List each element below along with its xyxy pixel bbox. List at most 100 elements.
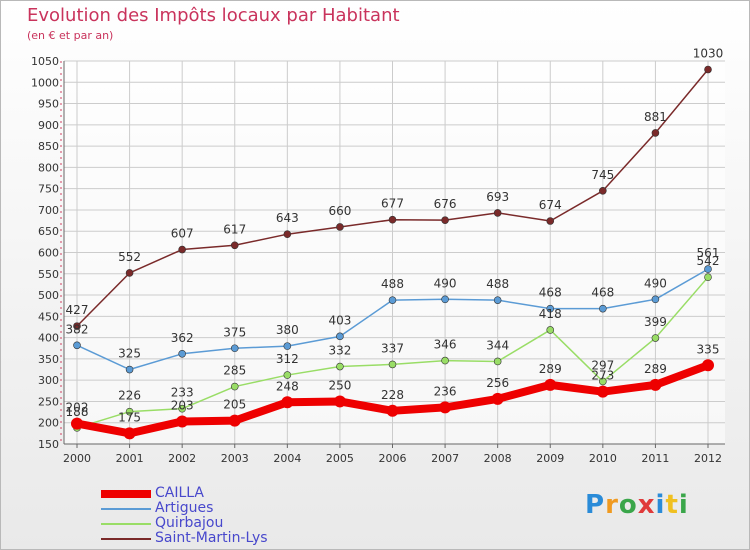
logo-letter: x (637, 490, 656, 520)
data-labels: 202 175 203 205 248 250 228 236 256 289 273 289 335 3… (66, 47, 724, 425)
data-label: 375 (223, 325, 246, 339)
data-point (702, 359, 714, 372)
data-label: 745 (591, 168, 614, 182)
data-point (71, 417, 83, 430)
x-tick-label: 2001 (116, 452, 144, 465)
data-point (493, 357, 502, 366)
y-tick-label: 700 (38, 204, 59, 217)
legend-swatch (101, 537, 151, 540)
data-label: 607 (171, 227, 194, 241)
x-tick-label: 2010 (589, 452, 617, 465)
legend-label: Quirbajou (155, 515, 224, 531)
data-label: 403 (328, 313, 351, 327)
x-tick-label: 2003 (221, 452, 249, 465)
data-label: 677 (381, 197, 404, 211)
legend-label: Saint-Martin-Lys (155, 530, 268, 546)
logo-letter: i (678, 490, 689, 520)
y-tick-label: 600 (38, 247, 59, 260)
data-point (704, 65, 712, 74)
data-label: 542 (697, 254, 720, 268)
y-tick-label: 750 (38, 183, 59, 196)
data-point (388, 360, 397, 369)
data-label: 337 (381, 341, 404, 355)
data-point (228, 414, 241, 427)
data-point (178, 245, 186, 254)
y-tick-label: 1000 (31, 76, 59, 89)
data-label: 175 (118, 410, 141, 424)
data-label: 273 (591, 369, 614, 383)
x-tick-label: 2009 (536, 452, 564, 465)
data-point (439, 401, 452, 414)
data-point (283, 342, 292, 350)
data-label: 468 (539, 286, 562, 300)
data-label: 226 (118, 389, 141, 403)
data-point (546, 304, 555, 313)
data-label: 617 (223, 222, 246, 236)
data-point (178, 404, 186, 413)
logo-letter: r (605, 490, 619, 520)
data-label: 346 (434, 338, 457, 352)
data-label: 490 (434, 276, 457, 290)
data-label: 362 (171, 331, 194, 345)
data-point (230, 344, 239, 353)
x-tick-label: 2000 (63, 452, 91, 465)
data-point (73, 341, 81, 350)
y-tick-label: 950 (38, 98, 59, 111)
logo-letter: o (618, 490, 638, 520)
data-label: 297 (591, 358, 614, 372)
data-point (230, 241, 239, 250)
y-tick-label: 350 (38, 353, 59, 366)
data-point (546, 326, 555, 334)
legend-item: Artigues (101, 501, 268, 516)
logo-letter: t (665, 490, 679, 520)
data-point (491, 392, 504, 405)
x-tick-label: 2012 (694, 452, 722, 465)
data-label: 188 (66, 405, 89, 419)
data-point (125, 269, 134, 277)
data-label: 399 (644, 315, 667, 329)
data-point (230, 382, 239, 391)
data-label: 205 (223, 398, 246, 412)
legend-item: CAILLA (101, 486, 268, 501)
logo-letter: i (655, 490, 666, 520)
y-tick-label: 150 (38, 438, 59, 451)
legend-label: CAILLA (155, 485, 204, 501)
data-label: 660 (328, 204, 351, 218)
data-label: 693 (486, 190, 509, 204)
data-label: 380 (276, 323, 299, 337)
legend: CAILLA Artigues Quirbajou Saint-Martin-Lys (101, 486, 268, 546)
series-layer (71, 65, 714, 440)
data-label: 488 (486, 277, 509, 291)
data-point (649, 378, 662, 391)
proxiti-logo: Proxiti (585, 490, 689, 520)
data-label: 382 (66, 322, 89, 336)
data-label: 488 (381, 277, 404, 291)
data-label: 643 (276, 211, 299, 225)
y-tick-label: 850 (38, 140, 59, 153)
data-point (178, 349, 186, 358)
data-label: 289 (539, 362, 562, 376)
y-tick-label: 300 (38, 374, 59, 387)
data-point (281, 396, 294, 409)
data-label: 427 (66, 303, 89, 317)
x-tick-label: 2004 (273, 452, 301, 465)
data-point (441, 295, 449, 304)
data-point (651, 129, 660, 137)
data-label: 1030 (693, 47, 724, 61)
data-label: 490 (644, 276, 667, 290)
data-point (441, 216, 449, 224)
y-tick-label: 500 (38, 289, 59, 302)
data-label: 248 (276, 379, 299, 393)
y-tick-label: 900 (38, 119, 59, 132)
y-tick-label: 550 (38, 268, 59, 281)
data-point (493, 209, 502, 217)
data-point (333, 395, 346, 408)
y-tick-label: 400 (38, 332, 59, 345)
y-tick-label: 650 (38, 225, 59, 238)
data-label: 676 (434, 197, 457, 211)
data-point (336, 362, 344, 371)
data-label: 233 (171, 386, 194, 400)
data-point (493, 296, 502, 304)
data-point (336, 223, 344, 231)
